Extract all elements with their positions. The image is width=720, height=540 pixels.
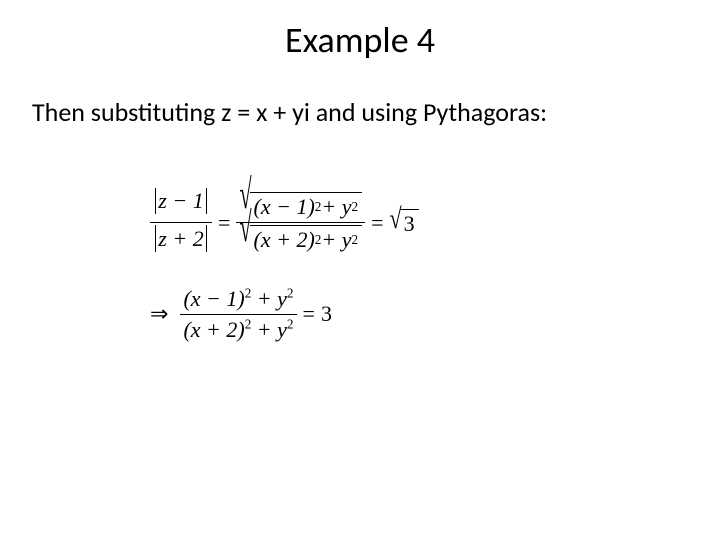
mid-fraction: √ (x − 1)2 + y2 √ (x + 2)2 + y2 (236, 192, 365, 253)
page-title: Example 4 (0, 0, 720, 70)
abs-z-minus-1: z − 1 (153, 188, 209, 214)
sqrt-denominator: √ (x + 2)2 + y2 (239, 225, 362, 253)
equals-sign-3: = (303, 301, 315, 327)
subtitle-text: Then substituting z = x + yi and using P… (0, 70, 720, 128)
rhs-value: 3 (321, 301, 332, 327)
equals-sign-2: = (371, 210, 383, 236)
abs-z-plus-2: z + 2 (153, 225, 209, 251)
equals-sign: = (218, 210, 230, 236)
sqrt-3: √ 3 (390, 209, 419, 237)
lhs-fraction: z − 1 z + 2 (150, 188, 212, 258)
math-block: z − 1 z + 2 = √ (x − 1)2 + y2 √ (0, 128, 720, 343)
equation-2: ⇒ (x − 1)2 + y2 (x + 2)2 + y2 = 3 (150, 286, 720, 343)
sqrt-numerator: √ (x − 1)2 + y2 (239, 192, 362, 220)
squared-fraction: (x − 1)2 + y2 (x + 2)2 + y2 (180, 286, 296, 343)
implies-arrow: ⇒ (150, 301, 168, 327)
equation-1: z − 1 z + 2 = √ (x − 1)2 + y2 √ (150, 188, 720, 258)
